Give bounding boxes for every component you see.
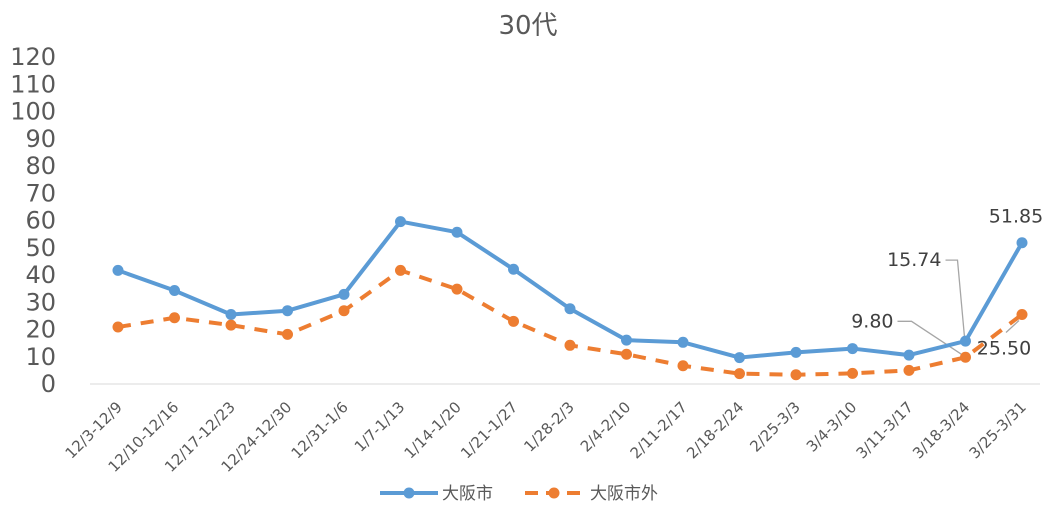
x-tick-label: 3/18-3/24 <box>909 398 973 462</box>
data-label: 15.74 <box>887 249 941 271</box>
series-2-point <box>225 319 237 331</box>
series-2-point <box>734 368 745 380</box>
y-tick-label: 80 <box>25 152 56 180</box>
series-1-point <box>960 335 971 347</box>
x-tick-label: 1/28-2/3 <box>520 398 577 455</box>
series-layer <box>112 216 1028 381</box>
series-2-point <box>960 351 971 363</box>
series-1-point <box>282 305 293 317</box>
x-tick-label: 12/31-1/6 <box>288 398 352 462</box>
series-2-point <box>564 339 576 351</box>
series-1-point <box>169 285 180 297</box>
series-1-point <box>451 226 463 238</box>
data-label: 51.85 <box>989 206 1043 228</box>
series-1-point <box>790 346 802 358</box>
series-2-point <box>847 367 858 379</box>
series-2-point <box>169 312 180 324</box>
x-tick-label: 1/21-1/27 <box>457 398 521 462</box>
y-tick-label: 90 <box>25 125 56 153</box>
series-1-point <box>621 334 632 346</box>
x-axis-ticks: 12/3-12/912/10-12/1612/17-12/2312/24-12/… <box>62 398 1030 476</box>
series-1-point <box>338 288 350 300</box>
x-tick-label: 2/18-2/24 <box>683 398 747 462</box>
x-tick-label: 2/4-2/10 <box>577 398 634 455</box>
series-1-point <box>734 352 745 364</box>
series-1-point <box>903 349 915 361</box>
series-2-point <box>338 305 350 317</box>
leader-lines <box>897 259 1020 355</box>
x-tick-label: 1/7-1/13 <box>351 398 408 455</box>
label-leader-line <box>1005 320 1020 333</box>
legend: 大阪市 大阪市外 <box>380 484 658 504</box>
series-1-point <box>677 336 689 348</box>
chart-title: 30代 <box>498 11 557 41</box>
series-1-point <box>112 264 124 276</box>
series-line-1 <box>116 219 1024 360</box>
y-tick-label: 110 <box>10 70 56 98</box>
series-2-point <box>451 283 463 295</box>
series-2-point <box>282 328 293 340</box>
series-1-point <box>1016 237 1028 249</box>
x-tick-label: 3/25-3/31 <box>966 398 1030 462</box>
x-tick-label: 2/11-2/17 <box>627 398 691 462</box>
legend-swatch-marker <box>403 487 415 499</box>
x-tick-label: 2/25-3/3 <box>746 398 803 455</box>
x-tick-label: 1/14-1/20 <box>401 398 465 462</box>
x-tick-label: 3/4-3/10 <box>803 398 860 455</box>
legend-swatch-marker <box>548 487 560 499</box>
y-tick-label: 60 <box>25 207 56 235</box>
x-tick-label: 3/11-3/17 <box>853 398 917 462</box>
series-1-point <box>395 216 406 228</box>
label-leader-line <box>945 259 966 338</box>
series-1-point <box>847 343 858 355</box>
data-label: 25.50 <box>977 338 1031 360</box>
y-tick-label: 10 <box>25 343 56 371</box>
series-2-point <box>508 315 519 327</box>
y-tick-label: 30 <box>25 288 56 316</box>
y-tick-label: 70 <box>25 179 56 207</box>
series-1-point <box>508 263 519 275</box>
series-2-point <box>903 364 915 376</box>
data-labels: 15.74 51.85 9.80 25.50 <box>851 206 1043 360</box>
series-2-point <box>395 264 406 276</box>
y-tick-label: 40 <box>25 261 56 289</box>
data-label: 9.80 <box>851 310 893 332</box>
y-tick-label: 50 <box>25 234 56 262</box>
y-tick-label: 20 <box>25 316 56 344</box>
legend-label: 大阪市 <box>442 484 493 504</box>
legend-label: 大阪市外 <box>590 484 658 504</box>
series-1-point <box>225 309 237 321</box>
y-tick-label: 100 <box>10 98 56 126</box>
series-1-point <box>564 303 576 315</box>
y-tick-label: 0 <box>41 370 56 398</box>
series-2-point <box>677 360 689 372</box>
series-2-point <box>112 321 124 333</box>
y-tick-label: 120 <box>10 43 56 71</box>
label-leader-line <box>897 320 962 355</box>
series-2-point <box>621 348 632 360</box>
series-2-point <box>1016 309 1028 321</box>
series-2-point <box>790 369 802 381</box>
